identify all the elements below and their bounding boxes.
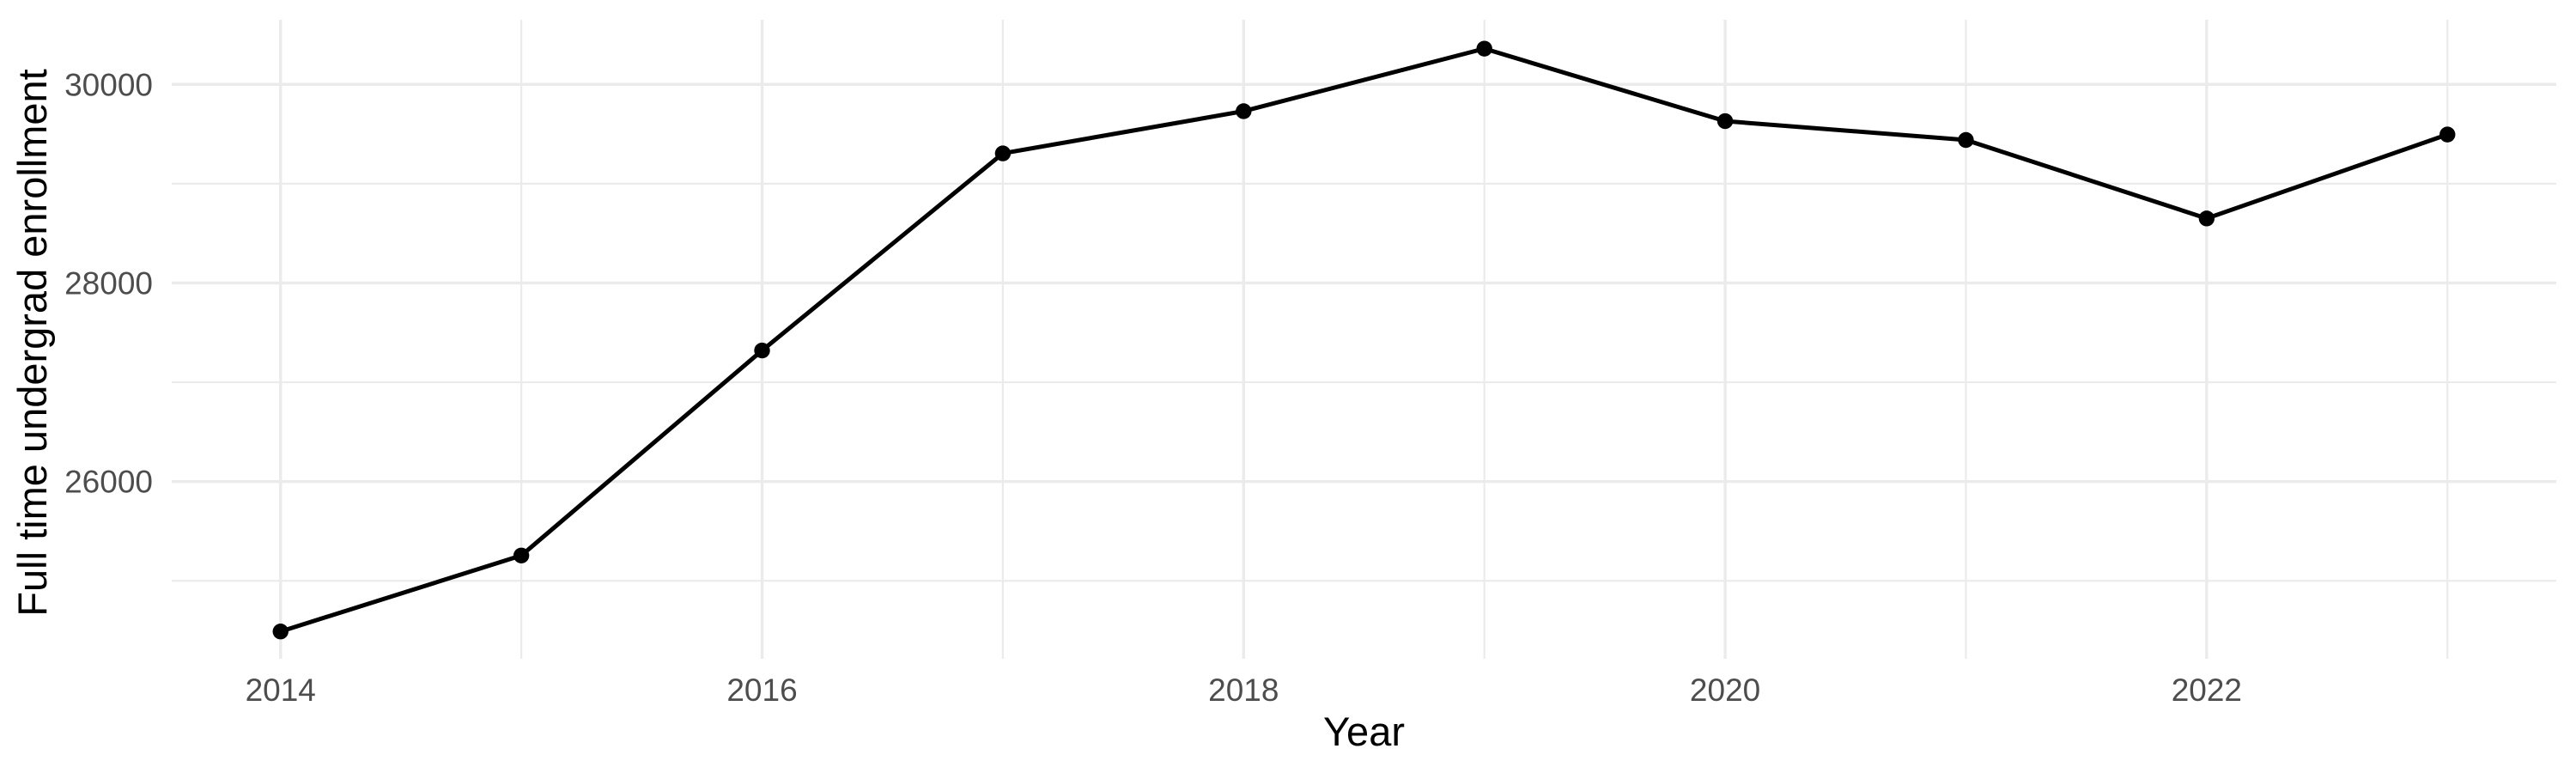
data-point [754,342,770,359]
x-axis-title: Year [1323,709,1405,754]
x-tick-label: 2014 [246,673,316,708]
x-tick-label: 2018 [1208,673,1279,708]
data-point [1476,40,1492,57]
data-point [2439,126,2456,143]
data-point [272,624,289,640]
data-point [994,145,1012,161]
x-tick-label: 2022 [2172,673,2242,708]
y-tick-label: 26000 [64,465,153,500]
data-point [1716,113,1734,130]
data-point [2198,210,2215,227]
y-tick-label: 28000 [64,265,153,301]
y-axis-title: Full time undergrad enrollment [9,69,55,617]
data-point [513,547,530,563]
data-point [1958,131,1974,149]
y-tick-label: 30000 [64,67,153,102]
x-tick-label: 2016 [726,673,797,708]
data-point [1236,103,1252,119]
x-tick-label: 2020 [1690,673,1760,708]
series-line [278,46,2450,634]
